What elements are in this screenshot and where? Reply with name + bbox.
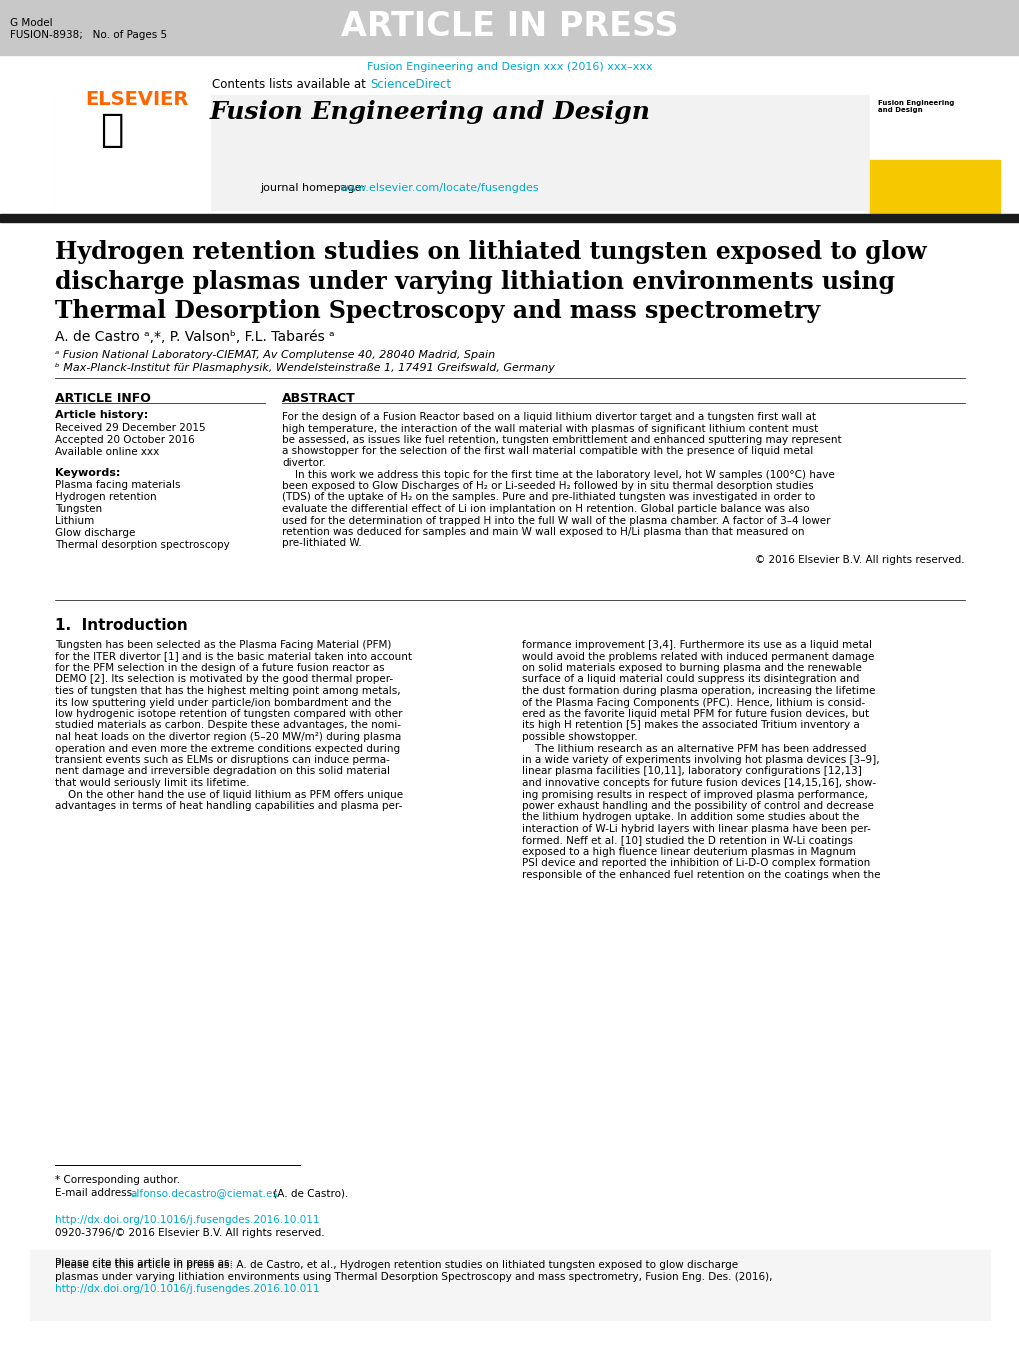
Text: high temperature, the interaction of the wall material with plasmas of significa: high temperature, the interaction of the… (281, 423, 817, 434)
Text: ing promising results in respect of improved plasma performance,: ing promising results in respect of impr… (522, 789, 867, 800)
Text: and innovative concepts for future fusion devices [14,15,16], show-: and innovative concepts for future fusio… (522, 778, 875, 788)
Text: DEMO [2]. Its selection is motivated by the good thermal proper-: DEMO [2]. Its selection is motivated by … (55, 674, 393, 685)
Text: ᵃ Fusion National Laboratory-CIEMAT, Av Complutense 40, 28040 Madrid, Spain: ᵃ Fusion National Laboratory-CIEMAT, Av … (55, 350, 494, 359)
Text: Glow discharge: Glow discharge (55, 528, 136, 538)
Text: exposed to a high fluence linear deuterium plasmas in Magnum: exposed to a high fluence linear deuteri… (522, 847, 855, 857)
Bar (55, 95, 210, 215)
Text: nal heat loads on the divertor region (5–20 MW/m²) during plasma: nal heat loads on the divertor region (5… (55, 732, 400, 742)
Text: Tungsten has been selected as the Plasma Facing Material (PFM): Tungsten has been selected as the Plasma… (55, 640, 391, 650)
Text: for the ITER divertor [1] and is the basic material taken into account: for the ITER divertor [1] and is the bas… (55, 651, 412, 662)
Bar (0, 0, 1019, 55)
Text: For the design of a Fusion Reactor based on a liquid lithium divertor target and: For the design of a Fusion Reactor based… (281, 412, 815, 422)
Text: evaluate the differential effect of Li ion implantation on H retention. Global p: evaluate the differential effect of Li i… (281, 504, 809, 513)
Text: advantages in terms of heat handling capabilities and plasma per-: advantages in terms of heat handling cap… (55, 801, 401, 811)
Text: www.elsevier.com/locate/fusengdes: www.elsevier.com/locate/fusengdes (339, 182, 539, 193)
Text: © 2016 Elsevier B.V. All rights reserved.: © 2016 Elsevier B.V. All rights reserved… (755, 555, 964, 565)
Text: 1.  Introduction: 1. Introduction (55, 617, 187, 634)
Text: formance improvement [3,4]. Furthermore its use as a liquid metal: formance improvement [3,4]. Furthermore … (522, 640, 871, 650)
Text: pre-lithiated W.: pre-lithiated W. (281, 539, 362, 549)
Text: possible showstopper.: possible showstopper. (522, 732, 637, 742)
Text: used for the determination of trapped H into the full W wall of the plasma chamb: used for the determination of trapped H … (281, 516, 829, 526)
Text: ARTICLE IN PRESS: ARTICLE IN PRESS (341, 9, 678, 43)
Text: its high H retention [5] makes the associated Tritium inventory a: its high H retention [5] makes the assoc… (522, 720, 859, 731)
Text: Fusion Engineering and Design: Fusion Engineering and Design (209, 100, 650, 124)
Text: low hydrogenic isotope retention of tungsten compared with other: low hydrogenic isotope retention of tung… (55, 709, 403, 719)
Text: ELSEVIER: ELSEVIER (85, 91, 189, 109)
Text: Hydrogen retention studies on lithiated tungsten exposed to glow
discharge plasm: Hydrogen retention studies on lithiated … (55, 240, 925, 323)
Text: http://dx.doi.org/10.1016/j.fusengdes.2016.10.011: http://dx.doi.org/10.1016/j.fusengdes.20… (55, 1215, 319, 1225)
Text: ARTICLE INFO: ARTICLE INFO (55, 392, 151, 405)
Text: Contents lists available at: Contents lists available at (212, 78, 370, 91)
Text: the lithium hydrogen uptake. In addition some studies about the: the lithium hydrogen uptake. In addition… (522, 812, 859, 823)
Text: for the PFM selection in the design of a future fusion reactor as: for the PFM selection in the design of a… (55, 663, 384, 673)
Text: operation and even more the extreme conditions expected during: operation and even more the extreme cond… (55, 743, 399, 754)
Text: on solid materials exposed to burning plasma and the renewable: on solid materials exposed to burning pl… (522, 663, 861, 673)
Text: power exhaust handling and the possibility of control and decrease: power exhaust handling and the possibili… (522, 801, 873, 811)
Text: Hydrogen retention: Hydrogen retention (55, 492, 157, 503)
Text: nent damage and irreversible degradation on this solid material: nent damage and irreversible degradation… (55, 766, 389, 777)
Text: The lithium research as an alternative PFM has been addressed: The lithium research as an alternative P… (522, 743, 866, 754)
Text: PSI device and reported the inhibition of Li-D-O complex formation: PSI device and reported the inhibition o… (522, 858, 869, 869)
Text: Lithium: Lithium (55, 516, 94, 526)
Text: ties of tungsten that has the highest melting point among metals,: ties of tungsten that has the highest me… (55, 686, 400, 696)
Text: divertor.: divertor. (281, 458, 325, 467)
Text: that would seriously limit its lifetime.: that would seriously limit its lifetime. (55, 778, 250, 788)
Text: ᵇ Max-Planck-Institut für Plasmaphysik, Wendelsteinstraße 1, 17491 Greifswald, G: ᵇ Max-Planck-Institut für Plasmaphysik, … (55, 363, 554, 373)
Text: http://dx.doi.org/10.1016/j.fusengdes.2016.10.011: http://dx.doi.org/10.1016/j.fusengdes.20… (55, 1283, 319, 1294)
Text: Available online xxx: Available online xxx (55, 447, 159, 457)
Text: alfonso.decastro@ciemat.es: alfonso.decastro@ciemat.es (129, 1188, 277, 1198)
Text: Fusion Engineering and Design xxx (2016) xxx–xxx: Fusion Engineering and Design xxx (2016)… (367, 62, 652, 72)
Text: interaction of W-Li hybrid layers with linear plasma have been per-: interaction of W-Li hybrid layers with l… (522, 824, 870, 834)
Bar (0, 213, 1019, 222)
Text: On the other hand the use of liquid lithium as PFM offers unique: On the other hand the use of liquid lith… (55, 789, 403, 800)
Text: plasmas under varying lithiation environments using Thermal Desorption Spectrosc: plasmas under varying lithiation environ… (55, 1273, 771, 1282)
Text: studied materials as carbon. Despite these advantages, the nomi-: studied materials as carbon. Despite the… (55, 720, 400, 731)
Text: Accepted 20 October 2016: Accepted 20 October 2016 (55, 435, 195, 444)
Text: * Corresponding author.: * Corresponding author. (55, 1175, 179, 1185)
Text: be assessed, as issues like fuel retention, tungsten embrittlement and enhanced : be assessed, as issues like fuel retenti… (281, 435, 841, 444)
Text: Article history:: Article history: (55, 409, 148, 420)
Text: Tungsten: Tungsten (55, 504, 102, 513)
Text: ABSTRACT: ABSTRACT (281, 392, 356, 405)
Text: A. de Castro ᵃ,*, P. Valsonᵇ, F.L. Tabarés ᵃ: A. de Castro ᵃ,*, P. Valsonᵇ, F.L. Tabar… (55, 330, 334, 345)
Text: transient events such as ELMs or disruptions can induce perma-: transient events such as ELMs or disrupt… (55, 755, 389, 765)
Text: ScienceDirect: ScienceDirect (370, 78, 450, 91)
Text: ered as the favorite liquid metal PFM for future fusion devices, but: ered as the favorite liquid metal PFM fo… (522, 709, 868, 719)
Text: 0920-3796/© 2016 Elsevier B.V. All rights reserved.: 0920-3796/© 2016 Elsevier B.V. All right… (55, 1228, 324, 1238)
Text: responsible of the enhanced fuel retention on the coatings when the: responsible of the enhanced fuel retenti… (522, 870, 879, 880)
Text: E-mail address:: E-mail address: (55, 1188, 139, 1198)
Text: a showstopper for the selection of the first wall material compatible with the p: a showstopper for the selection of the f… (281, 446, 812, 457)
Text: Plasma facing materials: Plasma facing materials (55, 480, 180, 490)
Text: Keywords:: Keywords: (55, 467, 120, 478)
Text: would avoid the problems related with induced permanent damage: would avoid the problems related with in… (522, 651, 873, 662)
Text: In this work we address this topic for the first time at the laboratory level, h: In this work we address this topic for t… (281, 470, 834, 480)
Text: Fusion Engineering
and Design: Fusion Engineering and Design (877, 100, 954, 113)
Text: surface of a liquid material could suppress its disintegration and: surface of a liquid material could suppr… (522, 674, 859, 685)
Text: 🌳: 🌳 (100, 111, 123, 149)
Text: Thermal desorption spectroscopy: Thermal desorption spectroscopy (55, 540, 229, 550)
Bar (55, 95, 884, 209)
Text: linear plasma facilities [10,11], laboratory configurations [12,13]: linear plasma facilities [10,11], labora… (522, 766, 861, 777)
Text: of the Plasma Facing Components (PFC). Hence, lithium is consid-: of the Plasma Facing Components (PFC). H… (522, 697, 864, 708)
Text: formed. Neff et al. [10] studied the D retention in W-Li coatings: formed. Neff et al. [10] studied the D r… (522, 835, 852, 846)
Text: Received 29 December 2015: Received 29 December 2015 (55, 423, 206, 434)
Text: its low sputtering yield under particle/ion bombardment and the: its low sputtering yield under particle/… (55, 697, 391, 708)
Text: (TDS) of the uptake of H₂ on the samples. Pure and pre-lithiated tungsten was in: (TDS) of the uptake of H₂ on the samples… (281, 493, 814, 503)
Text: retention was deduced for samples and main W wall exposed to H/Li plasma than th: retention was deduced for samples and ma… (281, 527, 804, 536)
Text: (A. de Castro).: (A. de Castro). (270, 1188, 348, 1198)
Text: Please cite this article in press as:: Please cite this article in press as: (55, 1258, 236, 1269)
Text: the dust formation during plasma operation, increasing the lifetime: the dust formation during plasma operati… (522, 686, 874, 696)
Text: in a wide variety of experiments involving hot plasma devices [3–9],: in a wide variety of experiments involvi… (522, 755, 878, 765)
Text: been exposed to Glow Discharges of H₂ or Li-seeded H₂ followed by in situ therma: been exposed to Glow Discharges of H₂ or… (281, 481, 813, 490)
Text: journal homepage:: journal homepage: (260, 182, 368, 193)
Text: Please cite this article in press as: A. de Castro, et al., Hydrogen retention s: Please cite this article in press as: A.… (55, 1260, 738, 1270)
Bar (30, 1250, 989, 1320)
Bar (869, 95, 999, 215)
Text: G Model: G Model (10, 18, 53, 28)
Bar (869, 159, 999, 215)
Text: FUSION-8938;   No. of Pages 5: FUSION-8938; No. of Pages 5 (10, 30, 167, 41)
